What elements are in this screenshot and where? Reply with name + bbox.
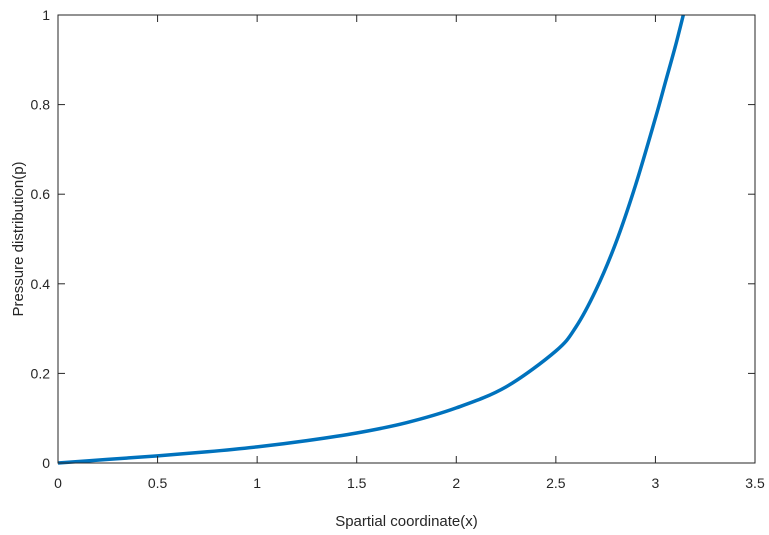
y-tick-label: 0.8 (31, 97, 51, 113)
x-tick-label: 0 (54, 475, 62, 491)
x-tick-label: 3.5 (745, 475, 765, 491)
x-axis-title: Spartial coordinate(x) (335, 513, 478, 530)
series-line (57, 14, 686, 465)
y-axis-title: Pressure distribution(p) (10, 161, 27, 316)
axes-box (57, 14, 756, 464)
x-axis-ticks: 0 0.5 1 1.5 2 2.5 3 3.5 (54, 15, 765, 491)
x-tick-label: 1 (253, 475, 261, 491)
x-tick-label: 0.5 (148, 475, 168, 491)
x-tick-label: 1.5 (347, 475, 367, 491)
y-tick-label: 0.6 (31, 186, 51, 202)
series-group (57, 14, 686, 465)
plot-background (58, 15, 755, 463)
y-axis-ticks: 0 0.2 0.4 0.6 0.8 1 (31, 7, 755, 471)
y-tick-label: 0.2 (31, 365, 51, 381)
y-tick-label: 0 (42, 455, 50, 471)
x-tick-label: 3 (652, 475, 660, 491)
x-tick-label: 2.5 (546, 475, 566, 491)
x-tick-label: 2 (452, 475, 460, 491)
y-tick-label: 0.4 (31, 276, 51, 292)
y-tick-label: 1 (42, 7, 50, 23)
